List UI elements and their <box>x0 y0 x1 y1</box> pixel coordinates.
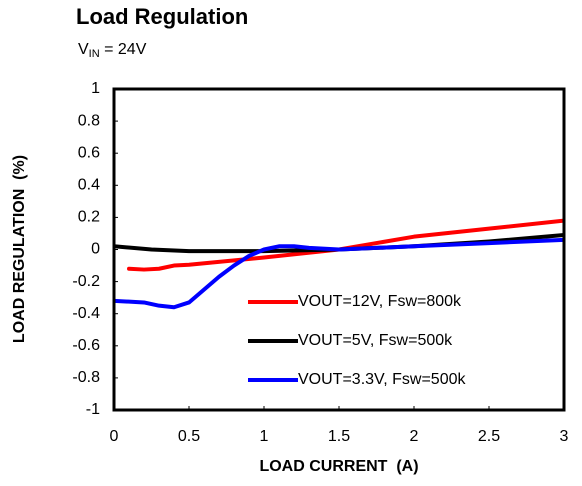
y-tick-label: 0.6 <box>78 144 100 161</box>
y-tick-label: 0 <box>91 241 100 258</box>
x-tick-label: 2 <box>410 428 419 445</box>
legend-label: VOUT=5V, Fsw=500k <box>298 332 453 349</box>
y-tick-label: -1 <box>86 401 100 418</box>
x-tick-label: 0.5 <box>178 428 200 445</box>
chart-subtitle: VIN = 24V <box>78 41 147 60</box>
y-tick-label: 0.2 <box>78 209 100 226</box>
series-line <box>127 218 564 272</box>
x-tick-label: 1 <box>260 428 269 445</box>
y-tick-label: 1 <box>91 80 100 97</box>
subtitle-sub: IN <box>89 48 100 60</box>
x-tick-label: 2.5 <box>478 428 500 445</box>
y-tick-label: -0.8 <box>72 369 100 386</box>
x-axis-label: LOAD CURRENT (A) <box>259 458 418 475</box>
legend-label: VOUT=12V, Fsw=800k <box>298 293 462 310</box>
subtitle-rest: = 24V <box>100 41 147 58</box>
y-axis-label: LOAD REGULATION (%) <box>11 155 28 343</box>
y-tick-label: -0.6 <box>72 337 100 354</box>
x-tick-label: 1.5 <box>328 428 350 445</box>
y-tick-label: -0.2 <box>72 273 100 290</box>
series-line <box>114 237 564 310</box>
plot-lines <box>114 218 564 310</box>
y-tick-label: -0.4 <box>72 305 100 322</box>
legend-label: VOUT=3.3V, Fsw=500k <box>298 371 466 388</box>
subtitle-base: V <box>78 41 89 58</box>
x-tick-label: 0 <box>110 428 119 445</box>
y-tick-label: 0.8 <box>78 112 100 129</box>
y-tick-label: 0.4 <box>78 177 100 194</box>
chart-title: Load Regulation <box>76 4 248 29</box>
x-tick-label: 3 <box>560 428 569 445</box>
